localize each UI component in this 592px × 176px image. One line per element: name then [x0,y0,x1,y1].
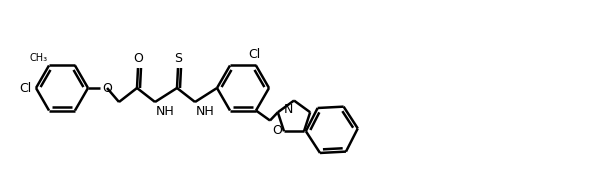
Text: N: N [284,102,293,115]
Text: O: O [102,81,112,95]
Text: S: S [175,52,182,65]
Text: NH: NH [196,105,215,118]
Text: O: O [134,52,143,65]
Text: NH: NH [156,105,175,118]
Text: Cl: Cl [19,81,31,95]
Text: CH₃: CH₃ [30,54,48,64]
Text: O: O [272,124,282,137]
Text: Cl: Cl [248,48,260,61]
